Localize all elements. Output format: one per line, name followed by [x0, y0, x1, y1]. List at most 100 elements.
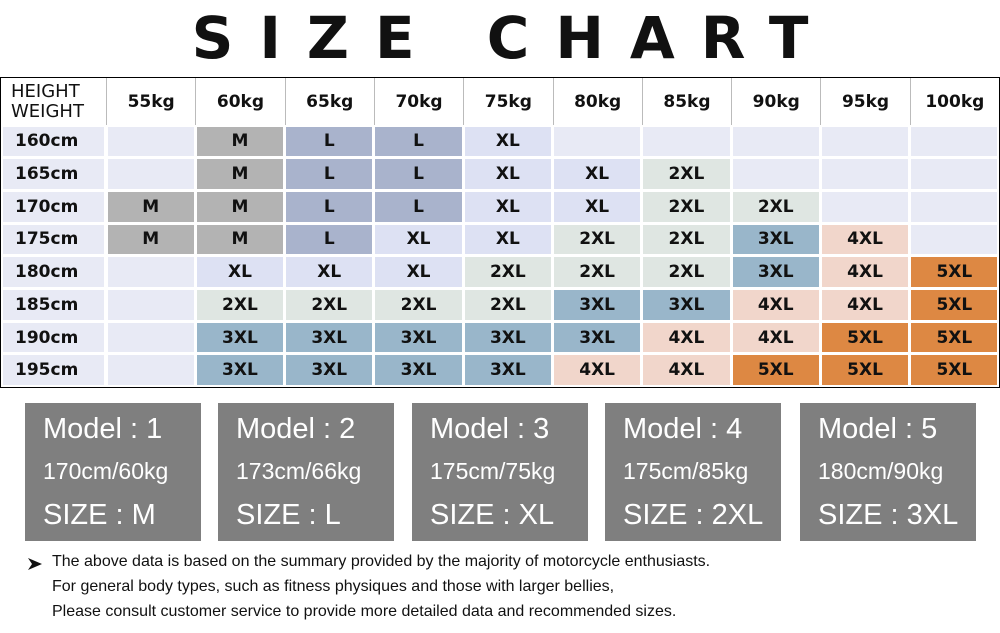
model-size: SIZE : 3XL	[818, 499, 959, 531]
model-measure: 173cm/66kg	[236, 458, 362, 484]
size-cell: 3XL	[286, 322, 373, 353]
arrow-icon	[28, 558, 42, 570]
size-cell: 4XL	[732, 322, 819, 353]
model-size: SIZE : L	[236, 499, 341, 531]
size-cell: XL	[464, 224, 551, 255]
size-cell: 5XL	[911, 290, 998, 320]
height-label: 190cm	[3, 322, 104, 353]
weight-header: 70kg	[373, 78, 463, 125]
size-cell: 2XL	[196, 290, 284, 320]
size-cell: 2XL	[643, 159, 730, 189]
size-cell: XL	[286, 257, 373, 287]
model-measure: 175cm/85kg	[623, 458, 749, 484]
size-cell: L	[286, 191, 373, 222]
size-cell	[911, 191, 998, 222]
model-name: Model : 4	[623, 413, 743, 445]
size-cell: XL	[196, 257, 284, 287]
size-cell: M	[196, 159, 284, 189]
size-cell: M	[196, 126, 284, 157]
size-cell	[107, 355, 194, 386]
size-cell: 2XL	[464, 257, 551, 287]
model-card: Model : 5 180cm/90kg SIZE : 3XL	[800, 403, 976, 541]
corner-header: HEIGHT WEIGHT	[1, 78, 106, 125]
model-name: Model : 1	[43, 413, 163, 445]
size-cell: 4XL	[643, 355, 730, 386]
size-cell: 2XL	[554, 224, 641, 255]
size-cell: 3XL	[554, 322, 641, 353]
note-line: Please consult customer service to provi…	[52, 603, 677, 620]
size-cell: 4XL	[643, 322, 730, 353]
size-cell: M	[196, 224, 284, 255]
size-cell: L	[375, 126, 462, 157]
model-name: Model : 5	[818, 413, 938, 445]
size-cell: 5XL	[911, 257, 998, 287]
weight-header: 95kg	[820, 78, 909, 125]
size-cell: M	[107, 224, 194, 255]
weight-header: 85kg	[641, 78, 731, 125]
size-cell	[732, 126, 819, 157]
size-cell: 2XL	[464, 290, 551, 320]
size-cell: XL	[554, 191, 641, 222]
size-table: HEIGHT WEIGHT 55kg 60kg 65kg 70kg 75kg 80kg 85kg…	[0, 77, 1000, 388]
size-cell: 3XL	[196, 355, 284, 386]
model-size: SIZE : XL	[430, 499, 555, 531]
size-cell: XL	[464, 159, 551, 189]
height-label: 195cm	[3, 355, 104, 386]
model-measure: 180cm/90kg	[818, 458, 944, 484]
model-size: SIZE : M	[43, 499, 156, 531]
size-cell: 5XL	[821, 355, 909, 386]
size-cell: 3XL	[643, 290, 730, 320]
size-cell: XL	[375, 224, 462, 255]
size-cell: 2XL	[375, 290, 462, 320]
height-label: 180cm	[3, 257, 104, 287]
size-cell: 5XL	[821, 322, 909, 353]
model-measure: 175cm/75kg	[430, 458, 556, 484]
size-cell: XL	[464, 126, 551, 157]
weight-header: 90kg	[731, 78, 820, 125]
size-cell: L	[286, 224, 373, 255]
corner-label: WEIGHT	[11, 100, 84, 122]
size-cell	[821, 159, 909, 189]
size-cell: XL	[464, 191, 551, 222]
weight-header: 65kg	[284, 78, 374, 125]
size-cell: L	[286, 126, 373, 157]
height-label: 185cm	[3, 290, 104, 320]
weight-header: 75kg	[463, 78, 552, 125]
size-cell	[732, 159, 819, 189]
model-name: Model : 3	[430, 413, 550, 445]
model-card: Model : 2 173cm/66kg SIZE : L	[218, 403, 394, 541]
corner-label: HEIGHT	[11, 80, 80, 102]
size-cell: 2XL	[643, 257, 730, 287]
size-cell: 5XL	[911, 355, 998, 386]
size-cell: 4XL	[732, 290, 819, 320]
size-cell	[911, 159, 998, 189]
size-cell	[821, 191, 909, 222]
weight-header: 100kg	[909, 78, 999, 125]
size-cell: 3XL	[286, 355, 373, 386]
size-cell: 3XL	[732, 224, 819, 255]
size-cell: 5XL	[732, 355, 819, 386]
height-label: 160cm	[3, 126, 104, 157]
height-label: 165cm	[3, 159, 104, 189]
weight-header: 80kg	[552, 78, 642, 125]
height-label: 170cm	[3, 191, 104, 222]
size-cell	[821, 126, 909, 157]
size-cell: 2XL	[286, 290, 373, 320]
size-cell: 3XL	[732, 257, 819, 287]
size-cell: 2XL	[643, 191, 730, 222]
size-cell	[554, 126, 641, 157]
size-cell: 4XL	[821, 224, 909, 255]
model-card: Model : 4 175cm/85kg SIZE : 2XL	[605, 403, 781, 541]
size-cell: M	[107, 191, 194, 222]
note-line: The above data is based on the summary p…	[52, 553, 711, 570]
size-cell: L	[375, 159, 462, 189]
size-cell: 2XL	[732, 191, 819, 222]
size-cell: L	[286, 159, 373, 189]
size-cell: 2XL	[554, 257, 641, 287]
size-cell: M	[196, 191, 284, 222]
size-cell	[107, 257, 194, 287]
size-cell: 3XL	[375, 355, 462, 386]
model-card: Model : 1 170cm/60kg SIZE : M	[25, 403, 201, 541]
size-cell: L	[375, 191, 462, 222]
